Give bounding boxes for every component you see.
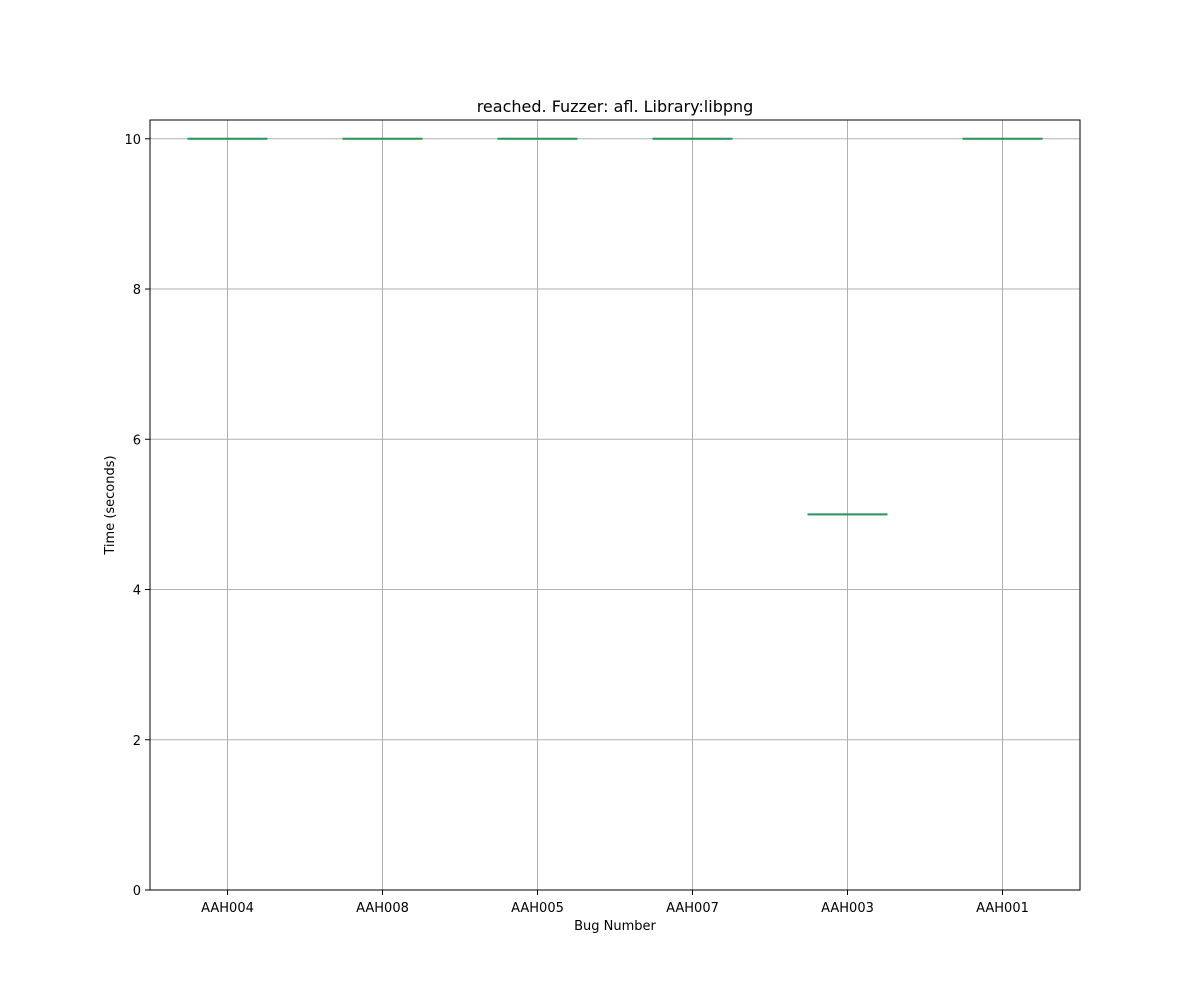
y-tick-label: 10 <box>124 133 141 148</box>
x-tick-label: AAH007 <box>666 901 719 916</box>
axis-ticks: 0 2 4 6 8 10 AAH004 AAH008 AAH005 AAH007 AAH003 AAH… <box>124 133 1028 916</box>
y-tick-label: 4 <box>133 584 141 599</box>
chart-title: reached. Fuzzer: afl. Library:libpng <box>477 97 754 116</box>
y-tick-label: 0 <box>133 884 141 899</box>
x-tick-label: AAH003 <box>821 901 874 916</box>
x-tick-label: AAH005 <box>511 901 564 916</box>
y-tick-label: 8 <box>133 283 141 298</box>
x-tick-label: AAH004 <box>201 901 254 916</box>
grid-lines <box>150 120 1080 891</box>
box-series <box>187 137 1043 516</box>
x-tick-label: AAH008 <box>356 901 409 916</box>
y-tick-label: 6 <box>133 433 141 448</box>
x-axis-title: Bug Number <box>574 919 656 934</box>
plot-frame <box>149 119 1081 891</box>
x-tick-label: AAH001 <box>976 901 1029 916</box>
y-axis-title: Time (seconds) <box>103 455 118 555</box>
y-tick-label: 2 <box>133 734 141 749</box>
